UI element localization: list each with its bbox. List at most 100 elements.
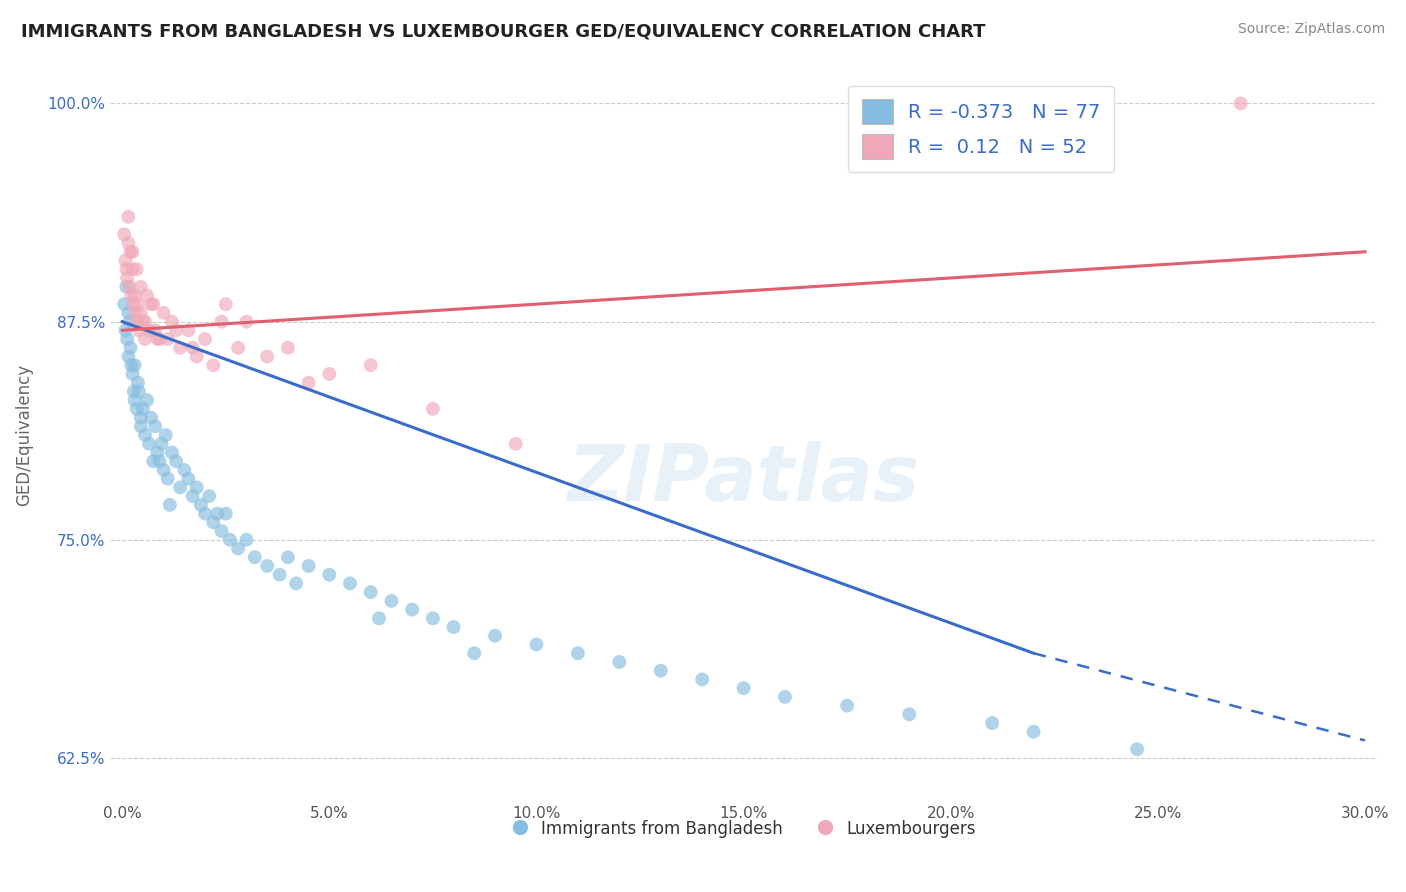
Point bbox=[127, 297, 149, 311]
Point bbox=[128, 384, 150, 399]
Point bbox=[138, 323, 160, 337]
Point bbox=[277, 550, 299, 565]
Point bbox=[118, 315, 141, 329]
Point bbox=[142, 297, 165, 311]
Point bbox=[235, 533, 257, 547]
Point bbox=[186, 350, 208, 364]
Point bbox=[115, 262, 138, 277]
Point bbox=[173, 463, 195, 477]
Point bbox=[115, 279, 138, 293]
Point bbox=[125, 315, 148, 329]
Point bbox=[141, 410, 163, 425]
Point bbox=[129, 279, 152, 293]
Point bbox=[339, 576, 361, 591]
Point bbox=[128, 323, 150, 337]
Point bbox=[484, 629, 506, 643]
Point bbox=[194, 332, 217, 346]
Point bbox=[117, 235, 139, 250]
Point bbox=[165, 323, 187, 337]
Point bbox=[733, 681, 755, 695]
Point bbox=[121, 262, 143, 277]
Point bbox=[129, 410, 152, 425]
Point bbox=[981, 716, 1004, 731]
Point bbox=[360, 358, 382, 372]
Point bbox=[567, 646, 589, 660]
Point bbox=[650, 664, 672, 678]
Point bbox=[115, 332, 138, 346]
Point bbox=[526, 638, 548, 652]
Point bbox=[285, 576, 308, 591]
Point bbox=[146, 332, 169, 346]
Point bbox=[124, 358, 146, 372]
Point bbox=[159, 498, 181, 512]
Point bbox=[132, 401, 155, 416]
Point bbox=[422, 611, 444, 625]
Point bbox=[1126, 742, 1149, 756]
Point bbox=[138, 437, 160, 451]
Point bbox=[124, 393, 146, 408]
Point bbox=[773, 690, 796, 704]
Point bbox=[243, 550, 266, 565]
Point bbox=[124, 288, 146, 302]
Point bbox=[215, 507, 238, 521]
Point bbox=[177, 323, 200, 337]
Point bbox=[129, 306, 152, 320]
Point bbox=[117, 350, 139, 364]
Point bbox=[148, 332, 170, 346]
Point bbox=[152, 306, 174, 320]
Point bbox=[297, 558, 319, 573]
Point bbox=[202, 358, 225, 372]
Point bbox=[115, 271, 138, 285]
Point bbox=[380, 594, 402, 608]
Point bbox=[165, 454, 187, 468]
Point bbox=[122, 297, 145, 311]
Point bbox=[152, 463, 174, 477]
Point bbox=[143, 323, 166, 337]
Point bbox=[132, 315, 155, 329]
Point bbox=[226, 541, 249, 556]
Point bbox=[136, 393, 159, 408]
Point bbox=[146, 445, 169, 459]
Point bbox=[141, 297, 163, 311]
Point bbox=[125, 401, 148, 416]
Point bbox=[134, 315, 156, 329]
Point bbox=[898, 707, 921, 722]
Point bbox=[120, 341, 142, 355]
Legend: Immigrants from Bangladesh, Luxembourgers: Immigrants from Bangladesh, Luxembourger… bbox=[505, 813, 983, 845]
Point bbox=[181, 341, 204, 355]
Point bbox=[219, 533, 242, 547]
Point bbox=[190, 498, 212, 512]
Point bbox=[136, 288, 159, 302]
Point bbox=[120, 288, 142, 302]
Point bbox=[198, 489, 221, 503]
Point bbox=[156, 472, 179, 486]
Point bbox=[150, 437, 173, 451]
Point bbox=[207, 507, 229, 521]
Point bbox=[277, 341, 299, 355]
Point bbox=[463, 646, 485, 660]
Point bbox=[122, 384, 145, 399]
Point bbox=[124, 306, 146, 320]
Point bbox=[125, 262, 148, 277]
Point bbox=[181, 489, 204, 503]
Point bbox=[226, 341, 249, 355]
Point bbox=[202, 516, 225, 530]
Point bbox=[1229, 96, 1251, 111]
Point bbox=[118, 279, 141, 293]
Point bbox=[160, 445, 183, 459]
Point bbox=[360, 585, 382, 599]
Point bbox=[256, 558, 278, 573]
Point bbox=[368, 611, 391, 625]
Point bbox=[269, 567, 291, 582]
Point bbox=[114, 323, 136, 337]
Point bbox=[1022, 724, 1045, 739]
Point bbox=[169, 341, 191, 355]
Point bbox=[156, 332, 179, 346]
Point bbox=[129, 419, 152, 434]
Point bbox=[422, 401, 444, 416]
Point bbox=[127, 376, 149, 390]
Point bbox=[318, 367, 340, 381]
Point bbox=[155, 428, 177, 442]
Point bbox=[443, 620, 465, 634]
Point bbox=[114, 253, 136, 268]
